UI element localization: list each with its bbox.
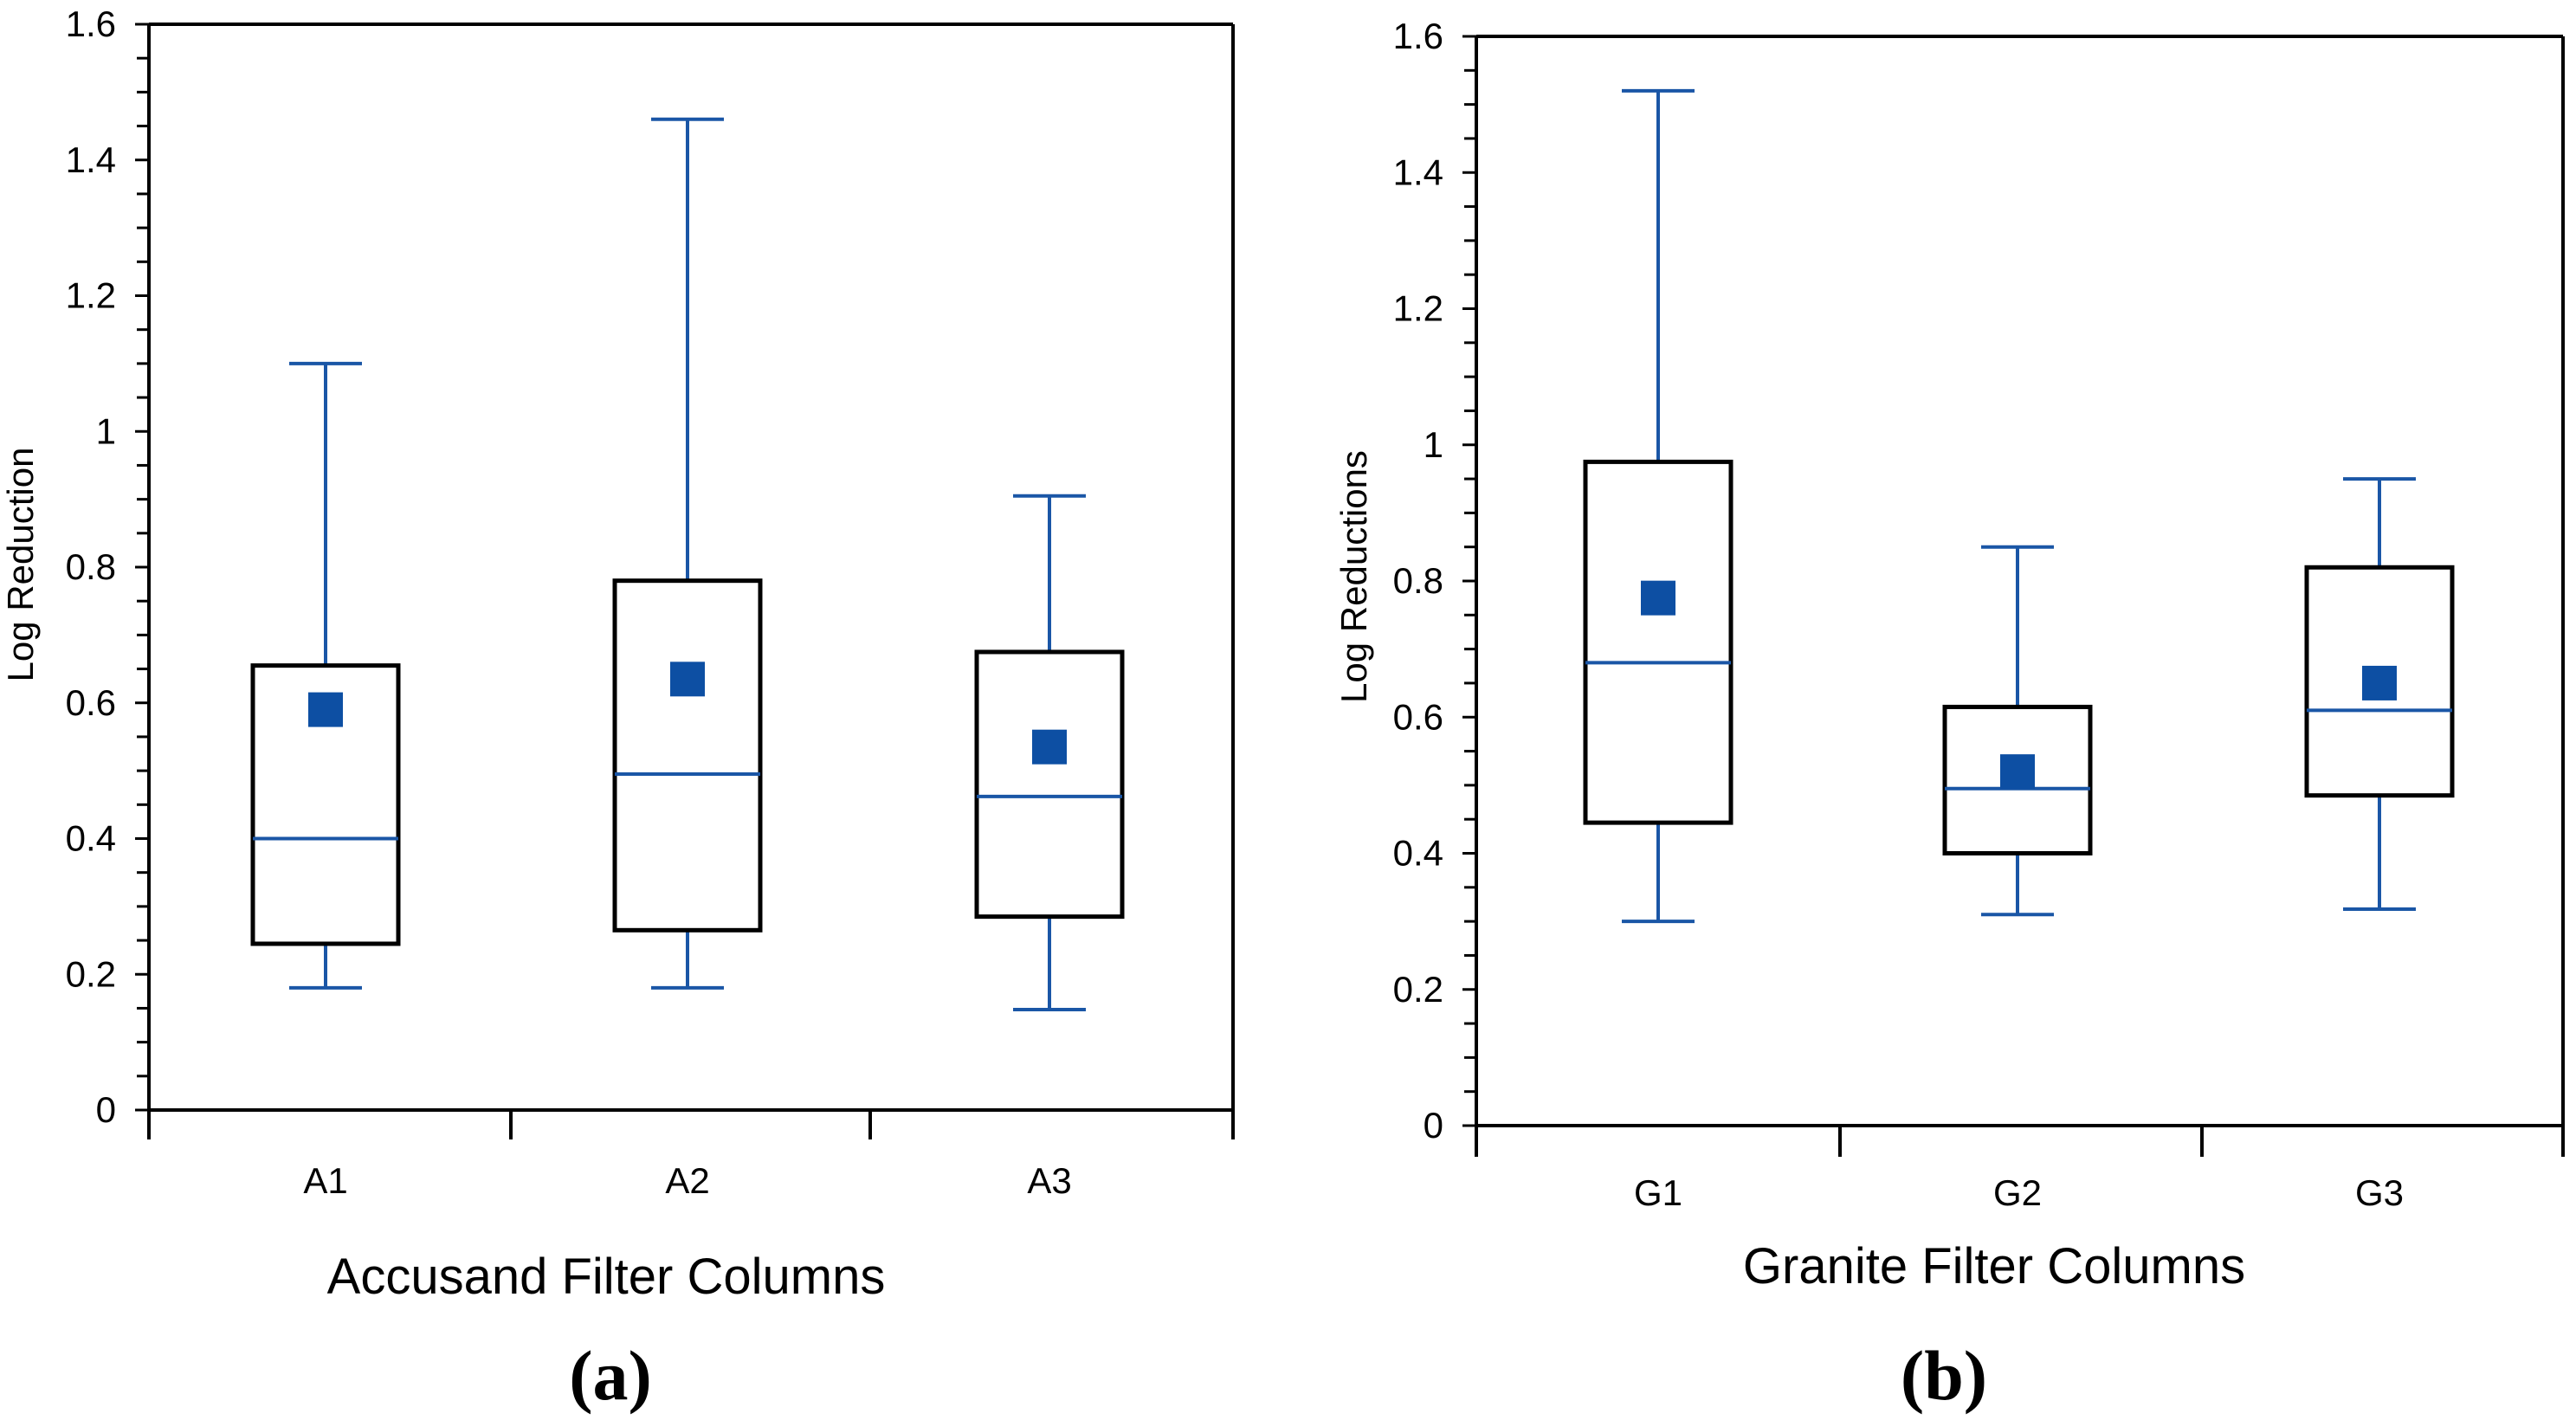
box-A2 xyxy=(612,117,763,990)
x-category-label: A1 xyxy=(303,1160,347,1201)
chart-a-boxes xyxy=(250,117,1125,1012)
y-tick-label: 0.8 xyxy=(66,546,116,587)
y-tick-label: 0.2 xyxy=(1393,969,1443,1010)
y-tick-label: 0.6 xyxy=(1393,696,1443,737)
mean-marker xyxy=(2362,665,2397,700)
y-tick-label: 1.4 xyxy=(66,139,116,180)
box-A3 xyxy=(974,494,1125,1012)
chart-b-y-axis: 0 0.2 0.4 0.6 0.8 1 1.2 1.4 1.6 xyxy=(1393,16,1476,1146)
x-category-label: G3 xyxy=(2355,1172,2404,1213)
y-tick-label: 0.8 xyxy=(1393,560,1443,601)
box-G1 xyxy=(1583,88,1733,924)
y-tick-label: 1 xyxy=(96,410,116,451)
y-tick-label: 0.4 xyxy=(1393,833,1443,874)
mean-marker xyxy=(670,662,705,697)
mean-marker xyxy=(308,692,343,727)
x-category-label: A2 xyxy=(665,1160,709,1201)
x-category-label: G2 xyxy=(1993,1172,2042,1213)
iqr-box xyxy=(1942,704,2093,855)
mean-marker xyxy=(1032,729,1067,765)
chart-a-ylabel: Log Reduction xyxy=(0,448,41,682)
chart-a-y-axis: 0 0.2 0.4 0.6 0.8 1 1.2 1.4 1.6 xyxy=(66,3,149,1130)
box-G2 xyxy=(1942,545,2093,917)
y-tick-label: 0 xyxy=(96,1089,116,1130)
chart-b-frame xyxy=(1475,35,2565,1157)
iqr-box xyxy=(612,578,763,933)
chart-a-frame xyxy=(147,23,1235,1139)
box-G3 xyxy=(2304,477,2455,911)
box-A1 xyxy=(250,361,401,990)
chart-a-x-axis: A1 A2 A3 xyxy=(303,1160,1071,1201)
y-tick-label: 0.2 xyxy=(66,953,116,994)
y-tick-label: 1.6 xyxy=(1393,16,1443,56)
x-category-label: A3 xyxy=(1027,1160,1071,1201)
chart-b: 0 0.2 0.4 0.6 0.8 1 1.2 1.4 1.6 G1 G2 G3 Log Reduc… xyxy=(1333,16,2565,1415)
chart-a-xlabel: Accusand Filter Columns xyxy=(327,1249,886,1305)
y-tick-label: 0.4 xyxy=(66,818,116,859)
y-tick-label: 1.6 xyxy=(66,3,116,44)
chart-b-x-axis: G1 G2 G3 xyxy=(1634,1172,2404,1213)
chart-b-panel-label: (b) xyxy=(1901,1336,1987,1415)
y-tick-label: 0 xyxy=(1424,1105,1443,1146)
chart-b-xlabel: Granite Filter Columns xyxy=(1743,1238,2245,1294)
y-tick-label: 0.6 xyxy=(66,682,116,723)
mean-marker xyxy=(1641,580,1675,616)
chart-a-panel-label: (a) xyxy=(569,1336,652,1415)
iqr-box xyxy=(1583,459,1733,825)
x-category-label: G1 xyxy=(1634,1172,1682,1213)
chart-a: 0 0.2 0.4 0.6 0.8 1 1.2 1.4 1.6 A1 A2 A3 Log Reduc… xyxy=(0,3,1235,1415)
iqr-box xyxy=(974,649,1125,920)
chart-b-boxes xyxy=(1583,88,2455,924)
y-tick-label: 1.4 xyxy=(1393,152,1443,192)
y-tick-label: 1.2 xyxy=(1393,288,1443,329)
mean-marker xyxy=(2000,754,2035,790)
iqr-box xyxy=(250,663,401,946)
y-tick-label: 1 xyxy=(1424,424,1443,465)
y-tick-label: 1.2 xyxy=(66,275,116,316)
chart-b-ylabel: Log Reductions xyxy=(1333,450,1374,703)
